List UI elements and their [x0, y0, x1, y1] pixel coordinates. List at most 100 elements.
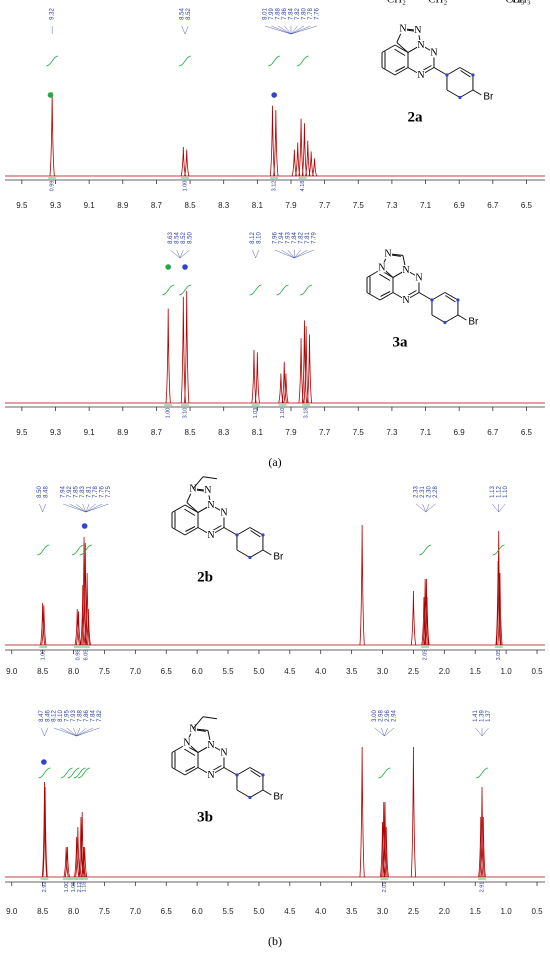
peak — [254, 352, 260, 404]
x-tick-label: 7.3 — [386, 428, 398, 437]
shift-leader — [384, 727, 388, 737]
assignment-dot — [165, 264, 171, 270]
x-tick-label: 7.7 — [319, 201, 331, 210]
integral-label: 0.99 — [50, 181, 56, 192]
annotation: CH₂ — [387, 0, 406, 6]
peak — [63, 846, 69, 878]
shift-leader — [85, 503, 109, 513]
x-tick-label: 1.5 — [470, 907, 482, 916]
bond — [381, 67, 396, 76]
x-tick-label: 6.7 — [487, 428, 499, 437]
x-tick-label: 7.5 — [99, 667, 111, 676]
shift-leader — [281, 249, 295, 259]
shift-leader — [170, 249, 181, 259]
x-tick-label: 7.5 — [353, 428, 365, 437]
peak — [291, 149, 297, 177]
x-tick-label: 7.1 — [420, 201, 432, 210]
shift-leader — [76, 503, 87, 513]
bond — [457, 314, 467, 321]
x-tick-label: 3.5 — [346, 907, 358, 916]
x-tick-label: 6.9 — [454, 428, 466, 437]
peak — [80, 846, 87, 878]
x-tick-label: 8.1 — [252, 428, 264, 437]
bond — [444, 314, 459, 323]
spectrum-panel: 9.5 9.3 9.1 8.9 8.7 8.5 8.3 8.1 7.9 7.7 7.5 7.3 7.1 6… — [5, 232, 545, 437]
integral-curve — [378, 767, 391, 779]
assignment-dot — [47, 92, 54, 98]
shift-leader — [481, 727, 489, 737]
shift-label: 8.48 — [43, 486, 49, 498]
peak — [40, 602, 46, 646]
shift-leader — [498, 503, 506, 513]
spectrum-panel: 9.0 8.5 8.0 7.5 7.0 6.5 6.0 5.5 5.0 4.5 4.0 3.5 3.0 2… — [5, 0, 545, 676]
atom-bg — [416, 70, 425, 80]
x-tick-label: 8.3 — [218, 201, 230, 210]
shift-leader — [76, 727, 81, 737]
x-tick-label: 8.7 — [151, 201, 163, 210]
ring-dot — [458, 95, 462, 100]
x-tick-label: 4.0 — [315, 667, 327, 676]
shift-label: 7.93 — [71, 710, 77, 722]
annotation: CH₃ — [505, 0, 524, 6]
bond — [394, 67, 409, 76]
shift-label: 1.41 — [473, 710, 479, 722]
peak — [74, 608, 80, 646]
x-tick-label: 7.3 — [386, 201, 398, 210]
shift-label: 7.84 — [292, 232, 298, 244]
bond — [171, 527, 186, 536]
atom-label: N — [204, 485, 211, 496]
bond — [459, 67, 474, 76]
x-tick-label: 8.0 — [68, 907, 80, 916]
atom-bg — [429, 47, 438, 58]
shift-label: 1.12 — [496, 486, 502, 498]
shift-label: 1.10 — [503, 486, 509, 498]
x-tick-label: 3.0 — [377, 907, 389, 916]
shift-leader — [294, 249, 314, 259]
shift-label: 7.84 — [90, 710, 96, 722]
x-tick-label: 8.5 — [37, 667, 49, 676]
shift-leader — [42, 503, 47, 513]
x-tick-label: 2.5 — [408, 907, 420, 916]
x-tick-label: 6.5 — [161, 667, 173, 676]
shift-leader — [66, 727, 77, 737]
atom-label: N — [402, 265, 409, 276]
bond — [249, 527, 264, 536]
shift-label: 7.76 — [100, 486, 106, 498]
shift-label: 7.79 — [311, 232, 317, 244]
shift-leader — [380, 727, 385, 737]
integral-label: 3.10 — [182, 408, 188, 419]
bond — [184, 527, 199, 536]
shift-leader — [39, 503, 43, 513]
shift-label: 8.12 — [51, 710, 57, 722]
shift-leader — [76, 727, 100, 737]
shift-leader — [290, 25, 305, 35]
spectrum-panel: 9.0 8.5 8.0 7.5 7.0 6.5 6.0 5.5 5.0 4.5 4.0 3.5 3.0 2… — [5, 0, 545, 916]
atom-bg — [206, 770, 215, 780]
atom-label: N — [207, 530, 214, 541]
shift-leader — [60, 727, 77, 737]
spectrum-panel: 9.5 9.3 9.1 8.9 8.7 8.5 8.3 8.1 7.9 7.7 7.5 7.3 7.1 6… — [5, 8, 545, 210]
integral-label: 3.18 — [304, 408, 310, 419]
peak — [74, 836, 80, 878]
x-tick-label: 3.0 — [377, 667, 389, 676]
x-tick-label: 4.0 — [315, 907, 327, 916]
integral-curve — [71, 544, 84, 556]
shift-label: 2.98 — [379, 710, 385, 722]
bond — [249, 767, 264, 776]
bond — [184, 508, 196, 516]
x-tick-label: 8.3 — [218, 428, 230, 437]
atom-label: N — [189, 724, 196, 735]
shift-leader — [290, 25, 298, 35]
atom-label: N — [207, 500, 214, 511]
shift-leader — [85, 503, 96, 513]
integral-curve — [60, 767, 73, 779]
shift-leader — [277, 25, 292, 35]
peak — [82, 542, 88, 646]
shift-label: 8.01 — [263, 8, 269, 20]
ring-dot — [445, 73, 449, 77]
ring-dot — [235, 533, 239, 537]
shift-label: 7.81 — [87, 486, 93, 498]
integral-label: 2.92 — [42, 882, 48, 893]
x-tick-label: 7.9 — [285, 201, 297, 210]
atom-bg — [383, 248, 392, 259]
